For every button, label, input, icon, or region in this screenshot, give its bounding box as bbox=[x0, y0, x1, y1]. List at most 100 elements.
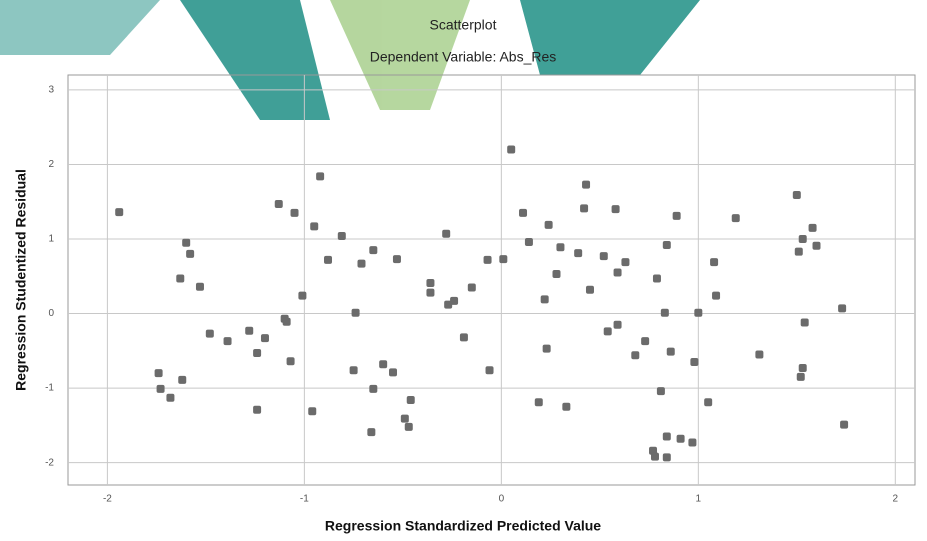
point bbox=[556, 243, 564, 251]
point bbox=[176, 275, 184, 283]
y-axis-label: Regression Studentized Residual bbox=[13, 169, 29, 391]
point bbox=[298, 292, 306, 300]
point bbox=[186, 250, 194, 258]
point bbox=[369, 246, 377, 254]
point bbox=[166, 394, 174, 402]
point bbox=[486, 366, 494, 374]
y-tick-label: -1 bbox=[45, 383, 54, 394]
point bbox=[710, 258, 718, 266]
point bbox=[614, 321, 622, 329]
point bbox=[357, 260, 365, 268]
point bbox=[393, 255, 401, 263]
point bbox=[653, 275, 661, 283]
point bbox=[316, 172, 324, 180]
point bbox=[677, 435, 685, 443]
point bbox=[612, 205, 620, 213]
point bbox=[261, 334, 269, 342]
y-tick-label: 0 bbox=[48, 308, 54, 319]
point bbox=[206, 330, 214, 338]
point bbox=[663, 453, 671, 461]
point bbox=[543, 345, 551, 353]
point bbox=[245, 327, 253, 335]
point bbox=[499, 255, 507, 263]
point bbox=[389, 368, 397, 376]
y-tick-label: 3 bbox=[48, 85, 54, 96]
point bbox=[283, 318, 291, 326]
point bbox=[324, 256, 332, 264]
y-tick-label: 2 bbox=[48, 159, 54, 170]
point bbox=[799, 364, 807, 372]
point bbox=[253, 406, 261, 414]
x-tick-label: -1 bbox=[300, 494, 309, 505]
x-axis-label: Regression Standardized Predicted Value bbox=[325, 518, 601, 534]
point bbox=[178, 376, 186, 384]
point bbox=[545, 221, 553, 229]
plot-frame bbox=[68, 75, 915, 485]
point bbox=[253, 349, 261, 357]
point bbox=[801, 318, 809, 326]
point bbox=[426, 289, 434, 297]
point bbox=[401, 415, 409, 423]
chart: Scatterplot Dependent Variable: Abs_Res … bbox=[0, 0, 927, 541]
point bbox=[450, 297, 458, 305]
point bbox=[460, 333, 468, 341]
point bbox=[667, 348, 675, 356]
point bbox=[809, 224, 817, 232]
point bbox=[484, 256, 492, 264]
point bbox=[405, 423, 413, 431]
point bbox=[795, 248, 803, 256]
point bbox=[308, 407, 316, 415]
point bbox=[704, 398, 712, 406]
point bbox=[310, 222, 318, 230]
point bbox=[535, 398, 543, 406]
point bbox=[840, 421, 848, 429]
point bbox=[600, 252, 608, 260]
point bbox=[799, 235, 807, 243]
point bbox=[468, 283, 476, 291]
point bbox=[562, 403, 570, 411]
point bbox=[275, 200, 283, 208]
x-tick-label: 2 bbox=[893, 494, 899, 505]
point bbox=[582, 181, 590, 189]
x-tick-label: -2 bbox=[103, 494, 112, 505]
point bbox=[793, 191, 801, 199]
chart-subtitle: Dependent Variable: Abs_Res bbox=[370, 49, 557, 65]
point bbox=[338, 232, 346, 240]
point bbox=[673, 212, 681, 220]
point bbox=[182, 239, 190, 247]
point bbox=[287, 357, 295, 365]
point bbox=[350, 366, 358, 374]
point bbox=[115, 208, 123, 216]
point bbox=[621, 258, 629, 266]
point bbox=[631, 351, 639, 359]
point bbox=[442, 230, 450, 238]
point bbox=[367, 428, 375, 436]
point bbox=[507, 146, 515, 154]
point bbox=[407, 396, 415, 404]
point bbox=[291, 209, 299, 217]
point bbox=[525, 238, 533, 246]
point bbox=[797, 373, 805, 381]
point bbox=[352, 309, 360, 317]
point bbox=[224, 337, 232, 345]
point bbox=[657, 387, 665, 395]
x-tick-label: 1 bbox=[696, 494, 702, 505]
point bbox=[541, 295, 549, 303]
point bbox=[614, 269, 622, 277]
point bbox=[732, 214, 740, 222]
point bbox=[369, 385, 377, 393]
point bbox=[586, 286, 594, 294]
point bbox=[694, 309, 702, 317]
point bbox=[690, 358, 698, 366]
point bbox=[651, 453, 659, 461]
point bbox=[155, 369, 163, 377]
point bbox=[712, 292, 720, 300]
point bbox=[519, 209, 527, 217]
y-tick-label: 1 bbox=[48, 234, 54, 245]
point bbox=[838, 304, 846, 312]
point bbox=[157, 385, 165, 393]
point bbox=[663, 433, 671, 441]
chart-title: Scatterplot bbox=[430, 17, 497, 33]
point bbox=[574, 249, 582, 257]
x-tick-label: 0 bbox=[499, 494, 505, 505]
